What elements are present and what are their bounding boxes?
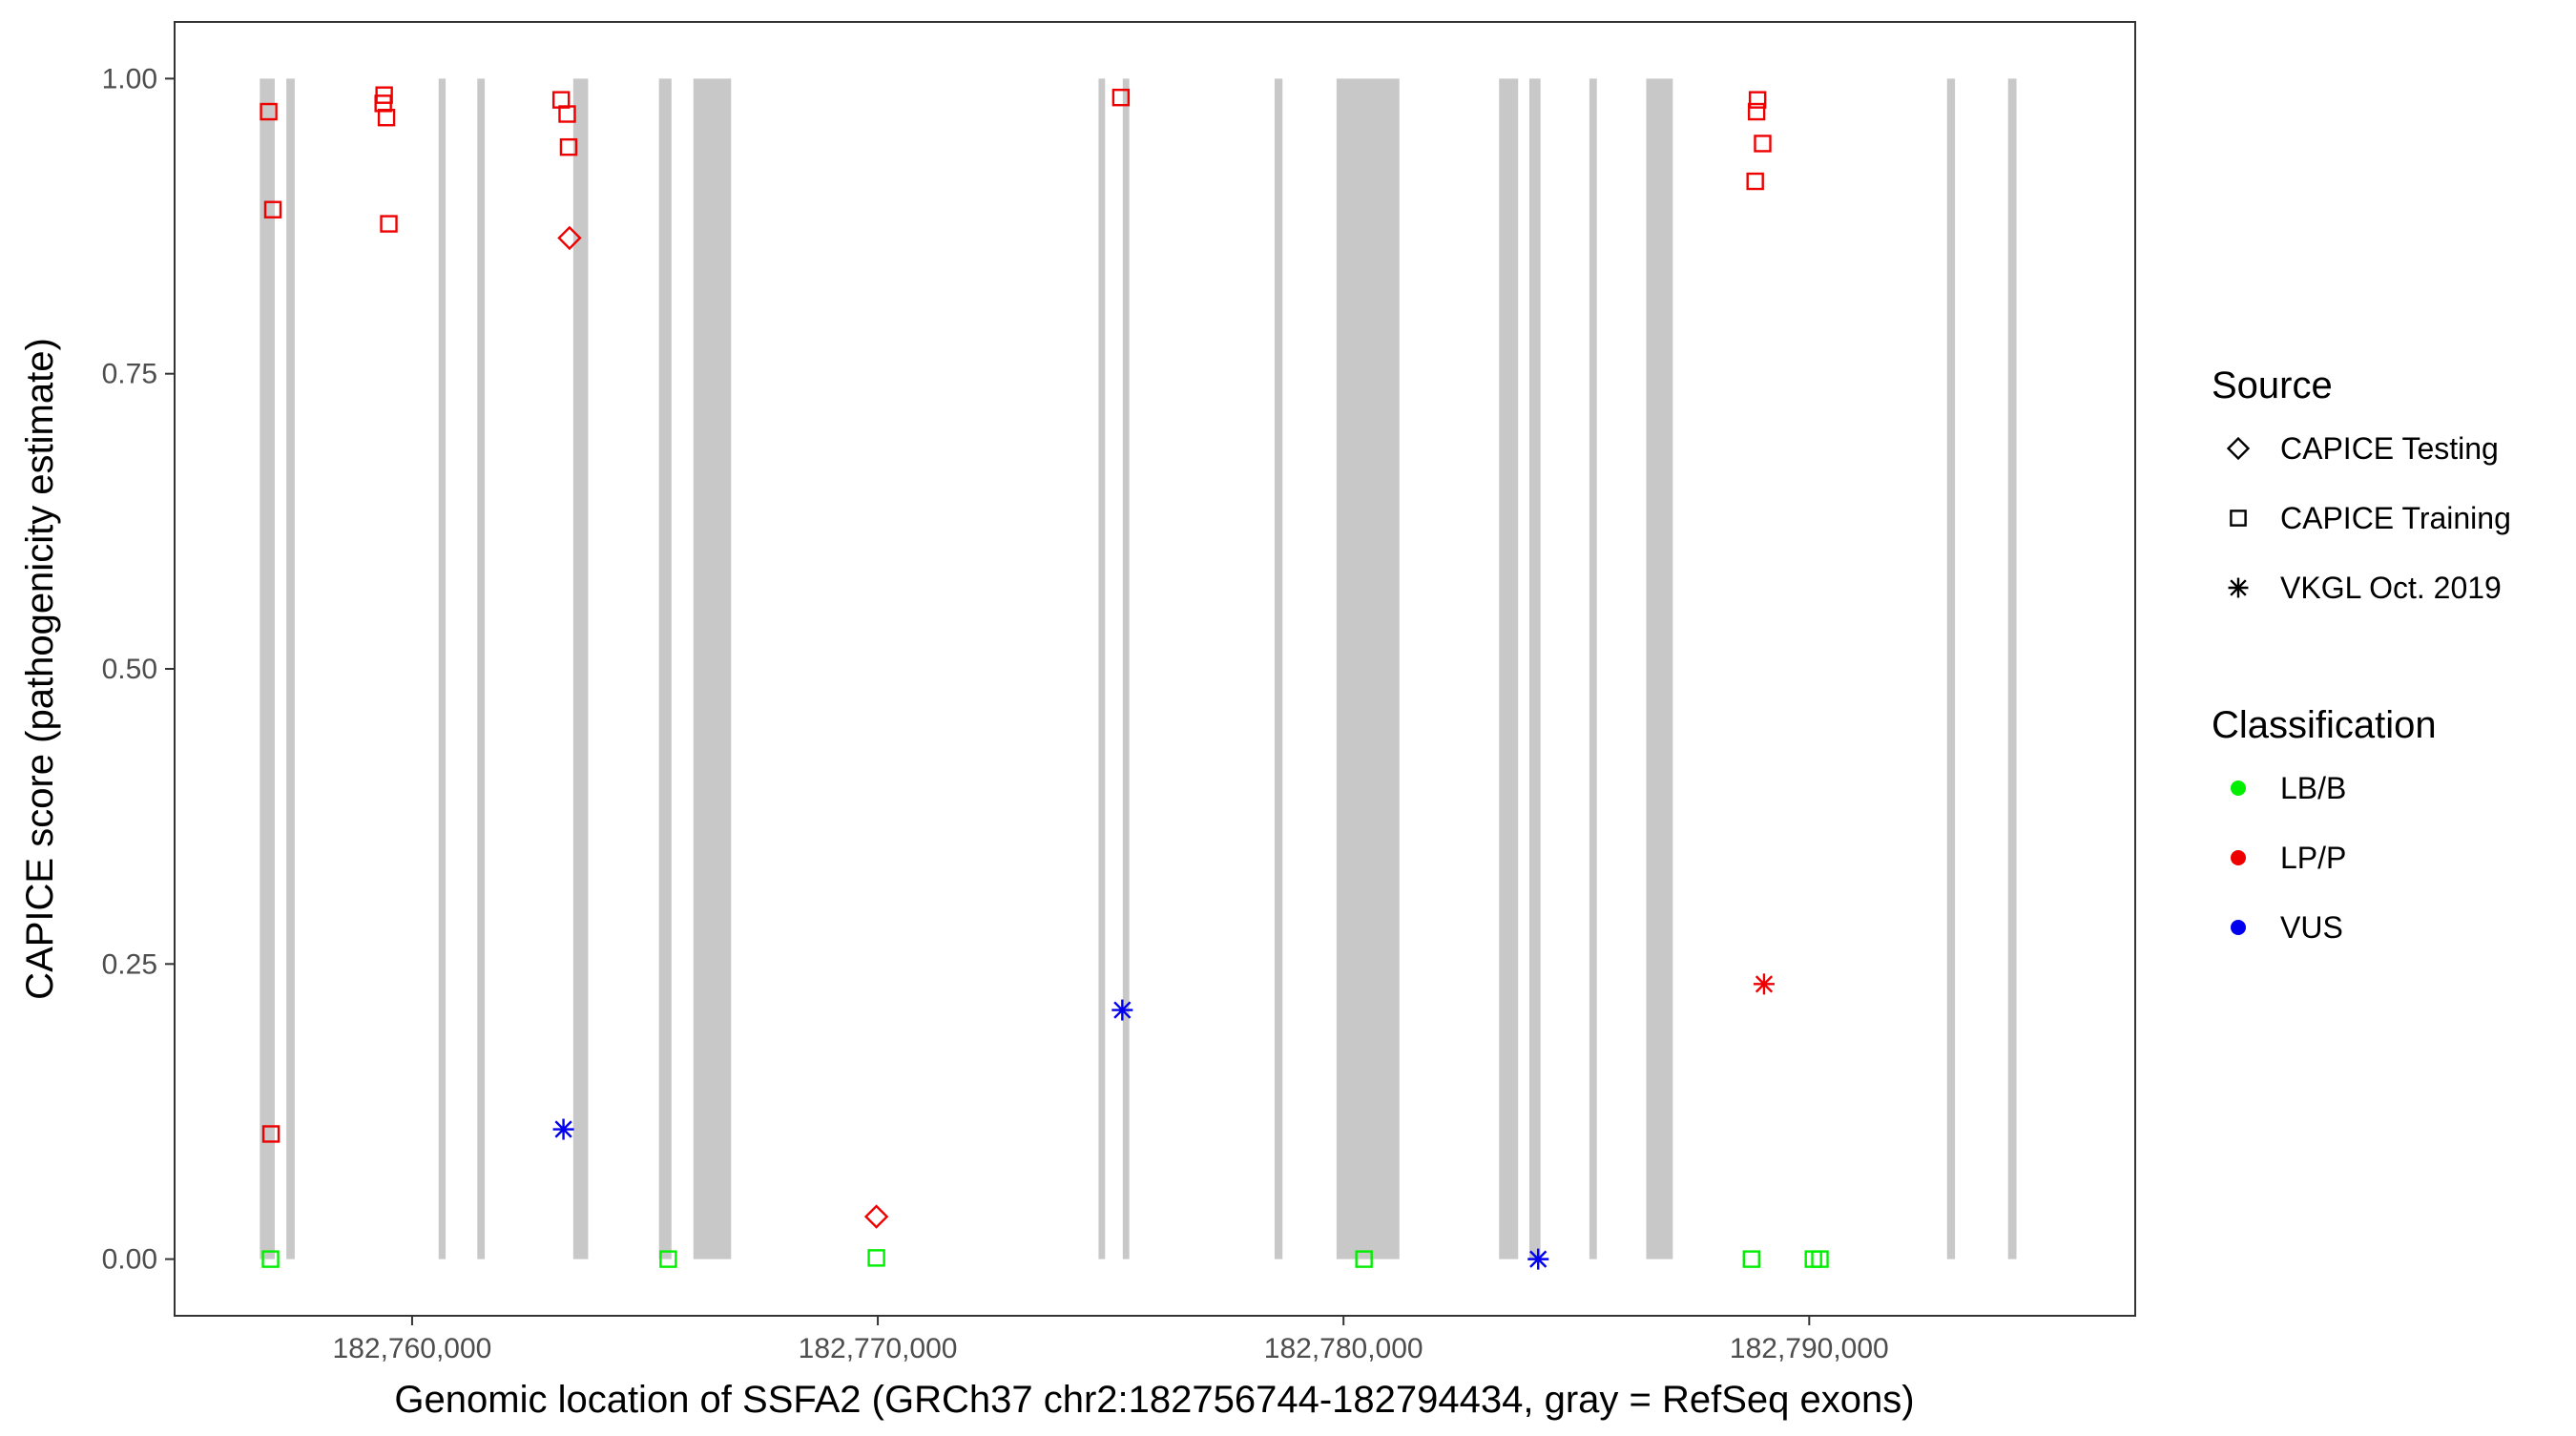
y-tick-label: 0.00 [102, 1244, 157, 1276]
data-point [659, 1250, 677, 1268]
x-tick-label: 182,780,000 [1264, 1333, 1423, 1364]
data-point [558, 105, 576, 123]
exon-band [1098, 78, 1106, 1259]
data-point [559, 137, 578, 156]
exon-band [658, 78, 672, 1259]
data-point [1742, 1250, 1760, 1268]
data-point [1753, 973, 1775, 995]
exon-band [286, 78, 295, 1259]
data-point [863, 1204, 889, 1229]
y-tick-label: 0.25 [102, 948, 157, 980]
exon-band [572, 78, 589, 1259]
legend-label: VKGL Oct. 2019 [2280, 571, 2502, 605]
data-point [261, 1125, 280, 1143]
data-point [1111, 88, 1131, 107]
data-point [1111, 999, 1133, 1021]
data-point [1747, 102, 1766, 121]
data-point [1811, 1250, 1829, 1268]
x-tick-label: 182,760,000 [333, 1333, 492, 1364]
y-tick-label: 0.50 [102, 654, 157, 685]
data-point [557, 225, 582, 251]
legend-key-dot [2231, 850, 2246, 865]
x-tick-label: 182,790,000 [1730, 1333, 1889, 1364]
legend-key-asterisk [2228, 577, 2249, 598]
legend-label: VUS [2280, 910, 2343, 945]
exon-band [1336, 78, 1400, 1259]
data-point [1355, 1250, 1373, 1268]
data-point [867, 1249, 885, 1267]
data-point [263, 200, 282, 219]
data-points [260, 86, 1829, 1270]
exon-band [693, 78, 732, 1259]
x-tick-label: 182,770,000 [799, 1333, 958, 1364]
data-point [552, 1118, 574, 1140]
exon-layer [260, 78, 2017, 1259]
exon-band [1274, 78, 1283, 1259]
y-tick-label: 0.75 [102, 359, 157, 390]
legend-label: CAPICE Training [2280, 501, 2511, 535]
legend-title: Source [2212, 364, 2333, 406]
legend-label: LP/P [2280, 841, 2346, 875]
data-point [380, 215, 398, 233]
data-point [260, 102, 278, 121]
x-axis-title: Genomic location of SSFA2 (GRCh37 chr2:1… [394, 1379, 1914, 1421]
exon-band [1499, 78, 1519, 1259]
exon-band [260, 78, 275, 1259]
exon-band [1946, 78, 1956, 1259]
data-point [1527, 1248, 1549, 1270]
exon-band [2007, 78, 2017, 1259]
legend-title: Classification [2212, 704, 2437, 746]
exon-band [1646, 78, 1673, 1259]
exon-band [477, 78, 486, 1259]
legend: Source CAPICE Testing CAPICE Training VKGL … [2212, 364, 2511, 945]
data-point [377, 109, 396, 127]
legend-key-diamond [2226, 436, 2251, 461]
y-axis: 0.00 0.25 0.50 0.75 1.00 [102, 63, 175, 1276]
plot-panel-background [175, 22, 2135, 1316]
legend-label: CAPICE Testing [2280, 431, 2499, 466]
exon-band [1528, 78, 1541, 1259]
y-tick-label: 1.00 [102, 63, 157, 94]
legend-key-dot [2231, 920, 2246, 935]
x-axis: 182,760,000 182,770,000 182,780,000 182,790… [333, 1316, 1889, 1364]
legend-label: LB/B [2280, 771, 2346, 805]
exon-band [1589, 78, 1597, 1259]
legend-key-square [2230, 510, 2247, 527]
data-point [1746, 172, 1764, 191]
data-point [261, 1250, 280, 1268]
data-point [1748, 91, 1767, 109]
y-axis-title: CAPICE score (pathogenicity estimate) [19, 338, 61, 1000]
exon-band [1122, 78, 1130, 1259]
exon-band [438, 78, 447, 1259]
legend-key-dot [2231, 780, 2246, 796]
data-point [1754, 135, 1772, 153]
